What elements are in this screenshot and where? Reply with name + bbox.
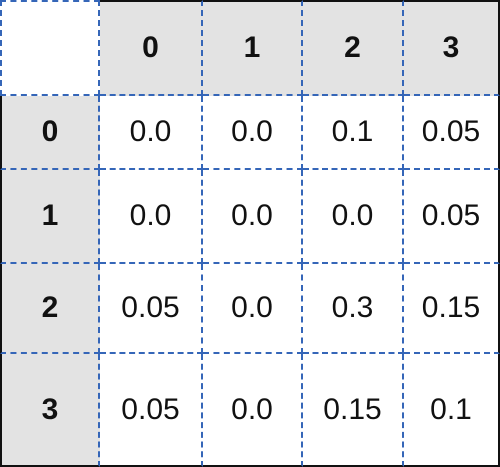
row-header-0: 0 xyxy=(0,96,100,170)
column-header-1: 1 xyxy=(203,0,303,96)
matrix-cell-2-1: 0.0 xyxy=(203,264,303,354)
matrix-cell-1-2: 0.0 xyxy=(303,170,404,264)
matrix-cell-3-1: 0.0 xyxy=(203,354,303,467)
matrix-cell-2-0: 0.05 xyxy=(100,264,203,354)
matrix-cell-3-2: 0.15 xyxy=(303,354,404,467)
column-header-3: 3 xyxy=(404,0,500,96)
matrix-cell-1-3: 0.05 xyxy=(404,170,500,264)
matrix-cell-2-3: 0.15 xyxy=(404,264,500,354)
row-header-3: 3 xyxy=(0,354,100,467)
matrix-cell-0-2: 0.1 xyxy=(303,96,404,170)
column-header-2: 2 xyxy=(303,0,404,96)
row-header-2: 2 xyxy=(0,264,100,354)
matrix-cell-0-1: 0.0 xyxy=(203,96,303,170)
matrix-cell-0-0: 0.0 xyxy=(100,96,203,170)
column-header-0: 0 xyxy=(100,0,203,96)
matrix-cell-3-0: 0.05 xyxy=(100,354,203,467)
row-header-1: 1 xyxy=(0,170,100,264)
matrix-cell-1-0: 0.0 xyxy=(100,170,203,264)
matrix-cell-3-3: 0.1 xyxy=(404,354,500,467)
matrix-cell-2-2: 0.3 xyxy=(303,264,404,354)
matrix-cell-0-3: 0.05 xyxy=(404,96,500,170)
corner-cell xyxy=(0,0,100,96)
matrix-cell-1-1: 0.0 xyxy=(203,170,303,264)
